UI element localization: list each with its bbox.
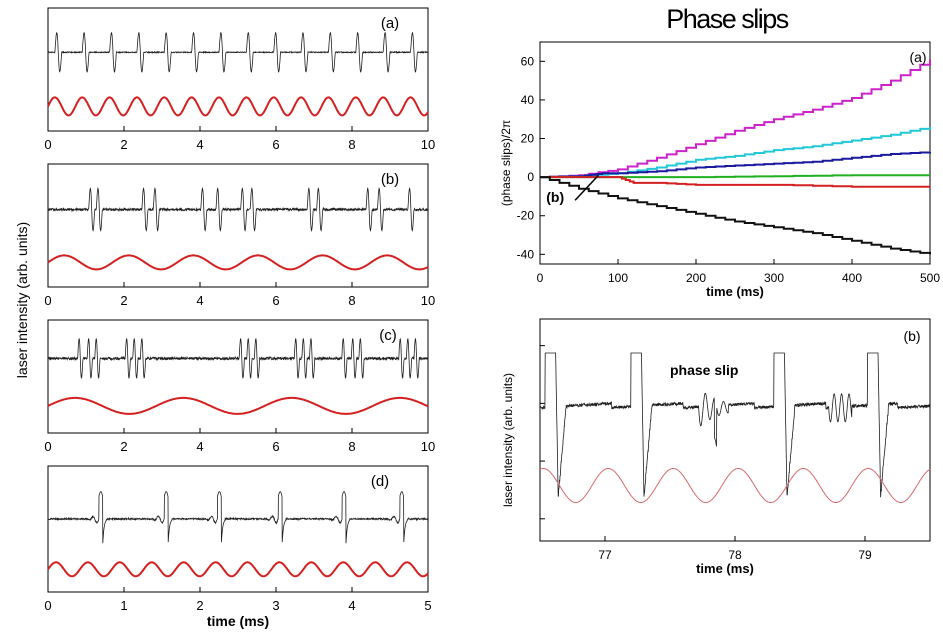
left_b-drive-series (47, 254, 429, 271)
left-ylabel: laser intensity (arb. units) (14, 222, 30, 378)
left_a-laser-trace (47, 31, 429, 73)
right_a-xtick-label: 0 (537, 271, 544, 285)
left_c-frame (47, 319, 429, 434)
right-a-ytick-label: 40 (521, 93, 535, 107)
right-a-ytick-label: 0 (527, 170, 534, 184)
right_b-xtick-label: 77 (598, 548, 612, 562)
page-title: Phase slips (666, 4, 789, 34)
left_c-xtick-label: 6 (272, 439, 279, 454)
right-a-ylabel: (phase slips)/2π (499, 120, 513, 206)
left_a-xtick-label: 4 (196, 137, 203, 152)
right-a-ytick-label: 20 (521, 132, 535, 146)
right_a-frame (539, 41, 931, 265)
left_d-xtick-label: 0 (44, 598, 51, 613)
left_b-xtick-label: 8 (348, 293, 355, 308)
right-a-series-0 (539, 59, 931, 179)
right-a-annotation-arrow (574, 174, 600, 201)
left_d-xtick-label: 4 (348, 598, 355, 613)
left_c-xtick-label: 10 (421, 439, 435, 454)
left_d-xtick-label: 3 (272, 598, 279, 613)
right-b-laser-trace (539, 352, 931, 498)
left_c-xtick-label: 4 (196, 439, 203, 454)
left_a-xtick-label: 0 (44, 137, 51, 152)
left_b-frame (47, 163, 429, 288)
left-d-xlabel: time (ms) (207, 613, 269, 629)
left_a-frame (47, 7, 429, 132)
right-a-series-3 (539, 174, 930, 179)
left_b-xtick-label: 2 (120, 293, 127, 308)
left_c-laser-trace (47, 337, 429, 379)
left_a-xtick-label: 6 (272, 137, 279, 152)
left_d-drive-series (47, 561, 429, 578)
left_b-panel-label: (b) (381, 171, 399, 188)
right-a-annotation: (b) (546, 189, 564, 205)
left_c-xtick-label: 0 (44, 439, 51, 454)
right_b-xtick-label: 79 (858, 548, 872, 562)
left_b-xtick-label: 0 (44, 293, 51, 308)
right_a-xtick-label: 200 (686, 271, 706, 285)
left_d-xtick-label: 2 (196, 598, 203, 613)
right-b-drive-series (539, 468, 931, 503)
left_d-xtick-label: 1 (120, 598, 127, 613)
right-b-ylabel: laser intensity (arb. units) (501, 373, 515, 507)
left_c-xtick-label: 2 (120, 439, 127, 454)
right-a-panel-label: (a) (909, 49, 926, 65)
right_a-xtick-label: 300 (764, 271, 784, 285)
left_b-xtick-label: 4 (196, 293, 203, 308)
left_a-xtick-label: 2 (120, 137, 127, 152)
left_c-panel-label: (c) (379, 327, 397, 344)
right_a-xtick-label: 500 (920, 271, 940, 285)
right_a-xtick-label: 100 (608, 271, 628, 285)
left_a-xtick-label: 8 (348, 137, 355, 152)
left_a-drive-series (47, 96, 429, 117)
right-a-xlabel: time (ms) (706, 284, 764, 299)
left_d-panel-label: (d) (371, 473, 389, 490)
left_b-xtick-label: 10 (421, 293, 435, 308)
left_b-xtick-label: 6 (272, 293, 279, 308)
right-a-series-2 (539, 151, 931, 179)
left_d-xtick-label: 5 (424, 598, 431, 613)
right-a-series-4 (539, 176, 930, 188)
right-b-panel-label: (b) (903, 328, 920, 344)
right-a-series-5 (539, 176, 931, 255)
left_a-panel-label: (a) (381, 15, 399, 32)
left_c-drive-series (47, 396, 429, 415)
right-a-ytick-label: 60 (521, 54, 535, 68)
right-b-annotation: phase slip (670, 362, 738, 378)
left_b-laser-trace (47, 187, 429, 232)
right_b-frame (539, 318, 931, 542)
right_b-xtick-label: 78 (728, 548, 742, 562)
right-a-ytick-label: -20 (517, 209, 535, 223)
right-a-series-1 (539, 126, 931, 179)
left_d-frame (47, 465, 429, 593)
left_a-xtick-label: 10 (421, 137, 435, 152)
right-a-ytick-label: -40 (517, 247, 535, 261)
left_d-laser-trace (47, 491, 429, 544)
left_c-xtick-label: 8 (348, 439, 355, 454)
right-b-xlabel: time (ms) (696, 561, 754, 576)
right_a-xtick-label: 400 (842, 271, 862, 285)
